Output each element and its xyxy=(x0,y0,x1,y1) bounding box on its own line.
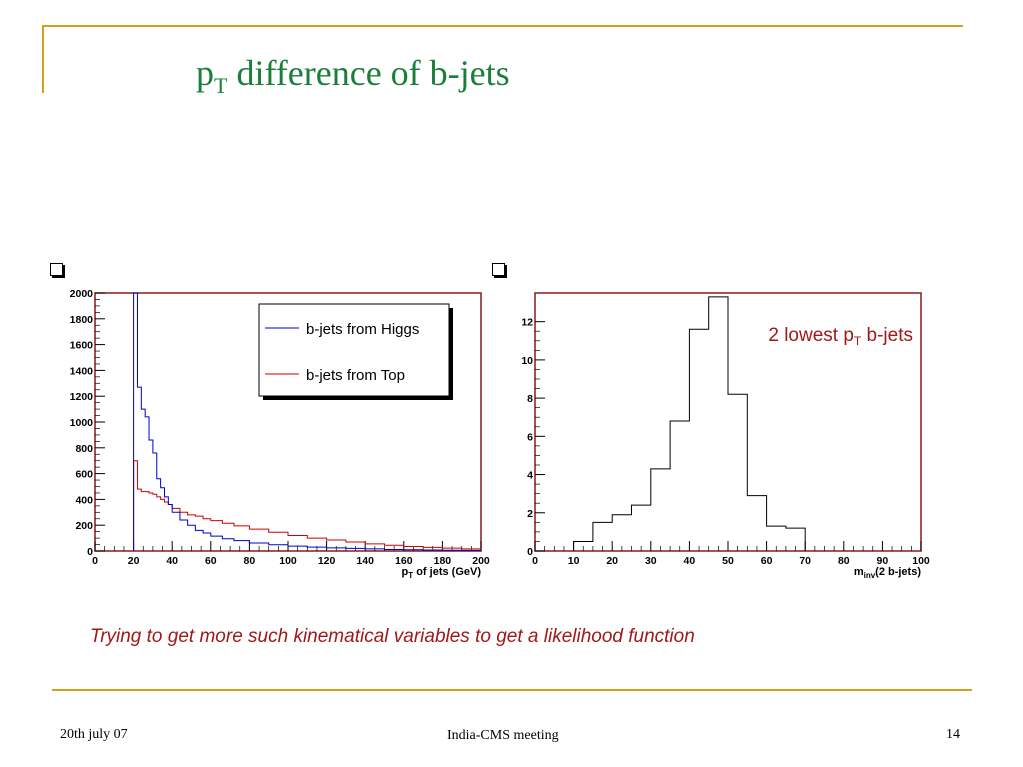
series-higgs-line xyxy=(133,292,482,551)
legend-box xyxy=(258,303,450,397)
legend: b-jets from Higgs b-jets from Top xyxy=(258,303,453,400)
y-tick-label: 600 xyxy=(75,469,93,481)
x-tick-label: 120 xyxy=(318,555,336,567)
y-tick-label: 0 xyxy=(87,546,93,558)
x-tick-label: 20 xyxy=(606,555,618,567)
bullet-box-icon xyxy=(492,263,505,276)
y-tick-label: 0 xyxy=(527,546,533,558)
page-number: 14 xyxy=(946,727,960,742)
title-subscript: T xyxy=(214,73,228,99)
chart-annotation: 2 lowest pT b-jets xyxy=(768,325,913,348)
x-tick-label: 100 xyxy=(912,555,930,567)
title-rest: difference of b-jets xyxy=(227,53,510,93)
x-tick-label: 80 xyxy=(244,555,256,567)
y-tick-label: 1400 xyxy=(70,365,94,377)
y-tick-label: 200 xyxy=(75,520,93,532)
legend-higgs-label: b-jets from Higgs xyxy=(306,321,419,338)
y-tick-label: 12 xyxy=(521,317,533,329)
y-tick-label: 1600 xyxy=(70,340,94,352)
x-tick-label: 200 xyxy=(472,555,490,567)
y-tick-label: 10 xyxy=(521,355,533,367)
x-tick-label: 0 xyxy=(92,555,98,567)
y-tick-label: 1800 xyxy=(70,314,94,326)
series-top-line xyxy=(133,460,482,551)
y-tick-label: 2000 xyxy=(70,288,94,300)
minv-histogram-chart: 0 2 4 6 8 10 12 0 10 20 30 40 50 60 70 80 90 100 2 lowes… xyxy=(521,292,930,580)
x-tick-label: 60 xyxy=(205,555,217,567)
x-tick-label: 70 xyxy=(799,555,811,567)
x-tick-label: 30 xyxy=(645,555,657,567)
pt-histogram-chart: 0 200 400 600 800 1000 1200 1400 1600 1800 2000 0 2… xyxy=(70,288,490,580)
y-tick-label: 1200 xyxy=(70,391,94,403)
y-tick-label: 2 xyxy=(527,508,533,520)
y-tick-label: 800 xyxy=(75,443,93,455)
footer-meeting: India-CMS meeting xyxy=(447,728,559,743)
x-tick-label: 60 xyxy=(761,555,773,567)
y-tick-label: 4 xyxy=(527,470,533,482)
x-tick-label: 100 xyxy=(279,555,297,567)
left-rule xyxy=(42,25,44,93)
x-tick-label: 40 xyxy=(684,555,696,567)
x-tick-label: 50 xyxy=(722,555,734,567)
y-tick-label: 6 xyxy=(527,431,533,443)
x-tick-label: 160 xyxy=(395,555,413,567)
x-axis-label: pT of jets (GeV) xyxy=(402,566,482,580)
x-tick-label: 140 xyxy=(356,555,374,567)
x-tick-label: 80 xyxy=(838,555,850,567)
slide-title: pT difference of b-jets xyxy=(196,52,510,99)
title-p: p xyxy=(196,53,214,93)
legend-top-label: b-jets from Top xyxy=(306,367,405,384)
x-tick-label: 90 xyxy=(877,555,889,567)
x-axis-label: minv(2 b-jets) xyxy=(854,566,922,580)
bottom-rule xyxy=(52,689,972,691)
x-tick-label: 40 xyxy=(166,555,178,567)
y-tick-label: 1000 xyxy=(70,417,94,429)
minv-histogram-line xyxy=(573,296,806,551)
bullet-box-icon xyxy=(50,263,63,276)
x-tick-label: 0 xyxy=(532,555,538,567)
x-tick-label: 180 xyxy=(434,555,452,567)
x-tick-label: 20 xyxy=(128,555,140,567)
y-tick-label: 8 xyxy=(527,393,533,405)
top-rule xyxy=(42,25,963,27)
x-tick-label: 10 xyxy=(568,555,580,567)
slide-note: Trying to get more such kinematical vari… xyxy=(90,626,695,647)
footer-date: 20th july 07 xyxy=(60,727,128,742)
y-tick-label: 400 xyxy=(75,494,93,506)
